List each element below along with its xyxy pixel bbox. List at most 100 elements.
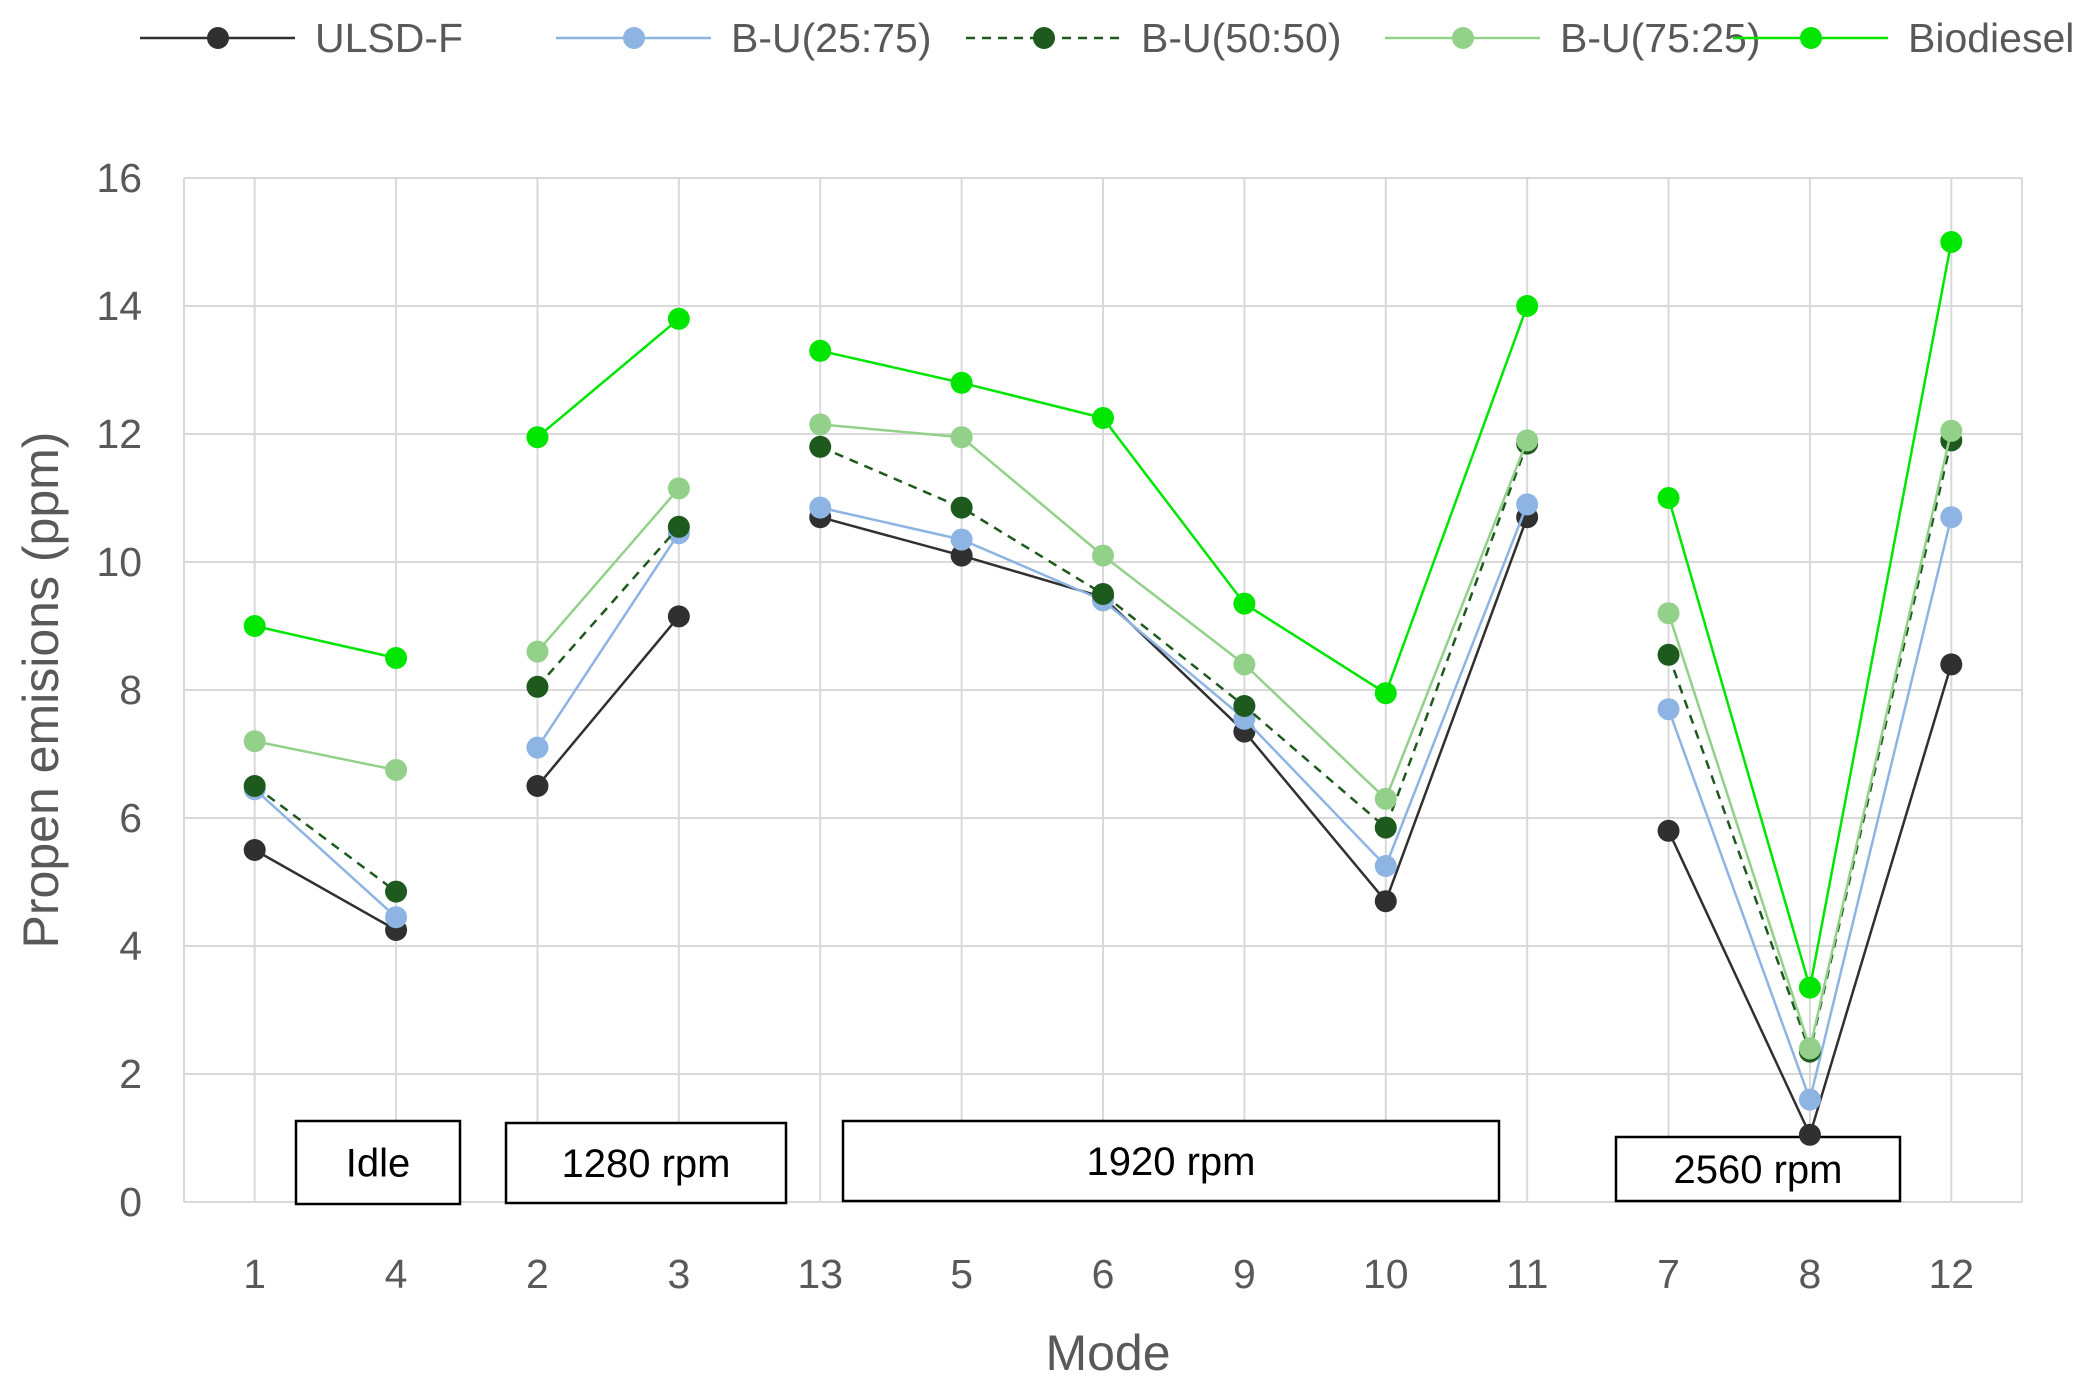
series-line <box>536 317 680 439</box>
data-point <box>667 307 690 330</box>
data-point <box>1233 592 1256 615</box>
series-line <box>254 848 397 932</box>
series-lines <box>243 231 1963 1146</box>
legend-item: B-U(25:75) <box>556 15 932 61</box>
data-point <box>1940 506 1963 529</box>
data-point <box>809 339 832 362</box>
data-point <box>385 647 408 669</box>
data-point <box>385 880 408 903</box>
data-point <box>1374 682 1397 705</box>
legend-label: B-U(25:75) <box>731 15 932 61</box>
data-point <box>1657 602 1680 625</box>
data-point <box>526 640 549 663</box>
series-line <box>254 624 397 660</box>
data-point <box>1798 1088 1821 1111</box>
group-box-frame <box>1614 1135 1902 1203</box>
x-tick-label: 10 <box>1363 1251 1409 1297</box>
x-axis-ticks: 1 4 2 3 13 5 6 9 10 11 7 8 12 <box>243 1251 1974 1297</box>
grid <box>183 177 2023 1203</box>
series-line <box>536 525 680 688</box>
data-point <box>667 477 690 500</box>
data-point <box>1798 976 1821 999</box>
group-label: Idle <box>346 1142 411 1186</box>
x-tick-label: 7 <box>1657 1251 1680 1297</box>
data-point <box>243 615 266 637</box>
data-point <box>1374 816 1397 839</box>
series <box>243 231 1963 999</box>
y-axis-title: Propen emisions (ppm) <box>13 432 69 949</box>
data-point <box>950 426 973 449</box>
x-tick-label: 8 <box>1799 1251 1822 1297</box>
data-point <box>1233 695 1256 717</box>
group-label: 1280 rpm <box>562 1142 731 1186</box>
group-box-frame <box>504 1121 788 1205</box>
data-point <box>1092 583 1114 605</box>
x-tick-label: 5 <box>950 1251 973 1297</box>
legend-label: Biodiesel <box>1908 15 2074 61</box>
data-point <box>526 426 549 449</box>
rpm-group-boxes: Idle 1280 rpm 1920 rpm 2560 rpm <box>294 1119 1902 1206</box>
data-point <box>950 528 973 551</box>
data-point <box>385 906 408 929</box>
data-point <box>950 544 973 567</box>
data-point <box>243 775 266 797</box>
y-tick-label: 8 <box>119 667 142 713</box>
group-label: 2560 rpm <box>1674 1148 1843 1192</box>
data-point <box>809 496 832 519</box>
legend-item: B-U(50:50) <box>966 15 1342 61</box>
series-line <box>819 305 1529 696</box>
legend-swatch-marker <box>207 27 229 49</box>
group-box: 2560 rpm <box>1614 1135 1902 1203</box>
x-tick-label: 3 <box>667 1251 690 1297</box>
data-point <box>1092 407 1114 429</box>
legend-swatch-marker <box>1452 27 1474 49</box>
data-point <box>1233 653 1256 676</box>
y-tick-label: 14 <box>96 283 142 329</box>
data-point <box>243 839 266 861</box>
series-line <box>536 487 680 653</box>
data-point <box>1657 643 1680 666</box>
data-point <box>1374 787 1397 810</box>
data-point <box>1374 855 1397 877</box>
data-point <box>1940 653 1963 676</box>
series <box>243 413 1963 1060</box>
data-point <box>1374 890 1397 913</box>
data-point <box>1798 1123 1821 1146</box>
series-line <box>536 615 680 787</box>
x-axis-title: Mode <box>1045 1325 1170 1381</box>
data-point <box>950 496 973 519</box>
legend: ULSD-F B-U(25:75) B-U(50:50) B-U(75:25) Biod… <box>140 15 2074 61</box>
series-line <box>819 503 1529 869</box>
legend-swatch-marker <box>623 27 645 49</box>
legend-label: ULSD-F <box>315 15 463 61</box>
data-point <box>1516 493 1539 516</box>
group-box: 1280 rpm <box>504 1121 788 1205</box>
x-tick-label: 2 <box>526 1251 549 1297</box>
y-axis-ticks: 0 2 4 6 8 10 12 14 16 <box>96 155 142 1225</box>
x-tick-label: 9 <box>1233 1251 1256 1297</box>
legend-item: B-U(75:25) <box>1385 15 1761 61</box>
legend-item: Biodiesel <box>1733 15 2074 61</box>
data-point <box>667 605 690 628</box>
group-box-frame <box>841 1119 1501 1203</box>
y-tick-label: 6 <box>119 795 142 841</box>
y-tick-label: 16 <box>96 155 142 201</box>
data-point <box>667 515 690 538</box>
x-tick-label: 12 <box>1929 1251 1975 1297</box>
x-tick-label: 6 <box>1092 1251 1115 1297</box>
data-point <box>526 675 549 698</box>
legend-item: ULSD-F <box>140 15 463 61</box>
series-line <box>820 423 1529 801</box>
x-tick-label: 11 <box>1506 1251 1549 1297</box>
series-line <box>819 443 1529 830</box>
x-tick-label: 1 <box>243 1251 266 1297</box>
data-point <box>1092 544 1114 567</box>
data-point <box>1940 419 1963 442</box>
y-tick-label: 0 <box>119 1179 142 1225</box>
data-point <box>1657 487 1680 509</box>
data-point <box>1798 1037 1821 1060</box>
data-point <box>1940 231 1963 253</box>
data-point <box>950 371 973 394</box>
data-point <box>526 736 549 759</box>
